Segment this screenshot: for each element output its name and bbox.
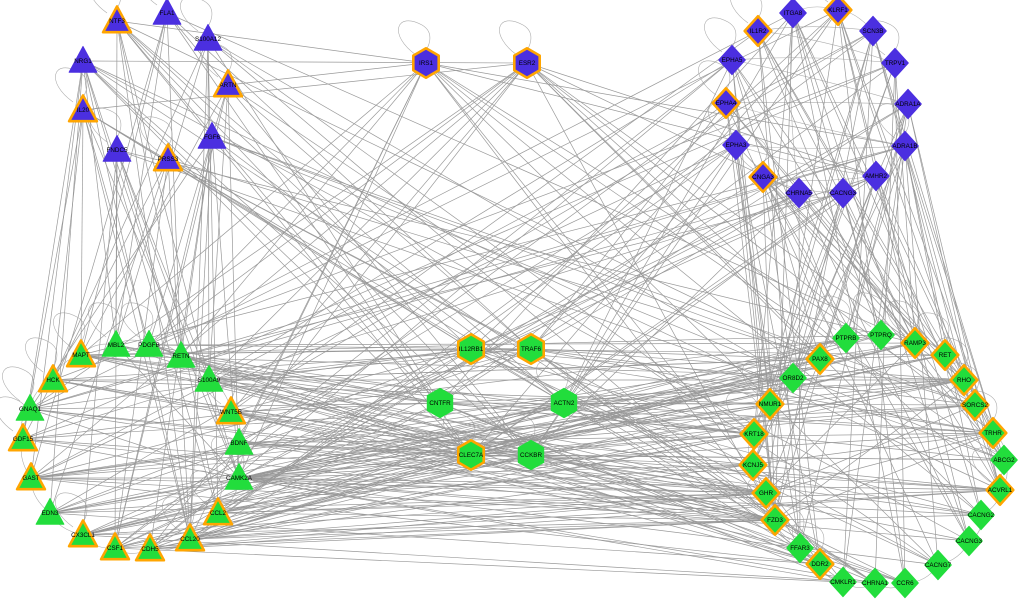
svg-text:FNDC5: FNDC5 xyxy=(107,147,128,154)
svg-text:FFAR3: FFAR3 xyxy=(790,545,810,552)
svg-text:CX3CL1: CX3CL1 xyxy=(71,532,95,539)
svg-text:CDH5: CDH5 xyxy=(141,546,159,553)
svg-text:MBL2: MBL2 xyxy=(108,342,125,349)
svg-text:CCR6: CCR6 xyxy=(896,580,914,587)
svg-text:OR8D2: OR8D2 xyxy=(783,375,804,382)
svg-text:WNT5B: WNT5B xyxy=(220,409,242,416)
svg-text:IL1R2: IL1R2 xyxy=(750,28,767,35)
svg-text:NTF3: NTF3 xyxy=(109,18,125,25)
svg-text:CLEC7A: CLEC7A xyxy=(459,452,484,459)
svg-text:CNTFR: CNTFR xyxy=(429,400,451,407)
svg-text:CACNG3: CACNG3 xyxy=(956,538,983,545)
svg-text:NMUR1: NMUR1 xyxy=(759,401,782,408)
svg-text:MAPT: MAPT xyxy=(72,352,90,359)
svg-text:EPHA5: EPHA5 xyxy=(722,57,743,64)
svg-text:ARTN: ARTN xyxy=(219,82,236,89)
svg-text:GAST: GAST xyxy=(22,475,39,482)
svg-text:RETN: RETN xyxy=(172,353,190,360)
svg-text:FZD3: FZD3 xyxy=(767,517,783,524)
svg-text:ITGA8: ITGA8 xyxy=(784,10,803,17)
svg-text:BDNF: BDNF xyxy=(230,440,247,447)
svg-text:ADRA1B: ADRA1B xyxy=(892,143,917,150)
svg-text:ABCG2: ABCG2 xyxy=(993,457,1015,464)
svg-text:SORCS2: SORCS2 xyxy=(962,402,988,409)
svg-text:CACNG2: CACNG2 xyxy=(968,512,995,519)
svg-text:TRAF6: TRAF6 xyxy=(521,346,541,353)
svg-text:PAX8: PAX8 xyxy=(812,356,828,363)
svg-text:ACVRL1: ACVRL1 xyxy=(988,487,1013,494)
svg-text:IRS1: IRS1 xyxy=(419,60,433,67)
svg-text:RAMP3: RAMP3 xyxy=(904,340,926,347)
svg-text:S100A9: S100A9 xyxy=(198,377,221,384)
svg-text:DDR2: DDR2 xyxy=(811,561,829,568)
svg-text:RET: RET xyxy=(939,352,952,359)
svg-text:HCK: HCK xyxy=(46,377,60,384)
svg-text:TRHR: TRHR xyxy=(984,430,1002,437)
svg-text:GDF15: GDF15 xyxy=(13,436,34,443)
svg-text:GNAQ1: GNAQ1 xyxy=(19,406,42,413)
svg-text:KLRF1: KLRF1 xyxy=(828,7,848,14)
svg-text:PTPRQ: PTPRQ xyxy=(870,332,892,339)
svg-text:SCN3B: SCN3B xyxy=(863,28,884,35)
svg-text:CCKBR: CCKBR xyxy=(520,452,542,459)
svg-text:EDN3: EDN3 xyxy=(42,510,59,517)
svg-text:KRT18: KRT18 xyxy=(744,431,764,438)
svg-text:CSF1: CSF1 xyxy=(107,545,124,552)
svg-text:KCNJ5: KCNJ5 xyxy=(743,462,763,469)
svg-text:CCL2: CCL2 xyxy=(210,510,227,517)
svg-text:AMHR2: AMHR2 xyxy=(865,173,888,180)
svg-text:PRSS3: PRSS3 xyxy=(158,156,179,163)
svg-text:CAMK2A: CAMK2A xyxy=(226,475,253,482)
svg-text:CHRNA5: CHRNA5 xyxy=(786,190,812,197)
svg-text:EPHA3: EPHA3 xyxy=(726,142,747,149)
svg-text:CACNG3: CACNG3 xyxy=(830,190,857,197)
svg-text:FGF6: FGF6 xyxy=(204,134,221,141)
svg-text:IL12RB1: IL12RB1 xyxy=(459,346,484,353)
svg-text:ADRA1A: ADRA1A xyxy=(895,101,921,108)
svg-text:PTPRB: PTPRB xyxy=(836,335,857,342)
svg-text:ESR2: ESR2 xyxy=(519,60,536,67)
svg-text:CHRNA1: CHRNA1 xyxy=(862,580,888,587)
svg-text:CNGA3: CNGA3 xyxy=(752,174,774,181)
svg-text:CACNG7: CACNG7 xyxy=(925,562,952,569)
svg-text:S100A12: S100A12 xyxy=(195,36,221,43)
svg-text:CCL20: CCL20 xyxy=(180,536,200,543)
svg-text:TRPV1: TRPV1 xyxy=(885,60,906,67)
svg-text:EPHA4: EPHA4 xyxy=(716,100,737,107)
svg-text:FLA1: FLA1 xyxy=(159,10,175,17)
svg-text:PDGFB: PDGFB xyxy=(138,342,160,349)
svg-text:IL20: IL20 xyxy=(77,107,90,114)
svg-text:RHO: RHO xyxy=(957,377,971,384)
svg-text:NRG1: NRG1 xyxy=(74,58,92,65)
svg-text:CMKLR1: CMKLR1 xyxy=(830,579,856,586)
svg-text:GHR: GHR xyxy=(759,490,773,497)
svg-text:ACTN2: ACTN2 xyxy=(554,400,575,407)
